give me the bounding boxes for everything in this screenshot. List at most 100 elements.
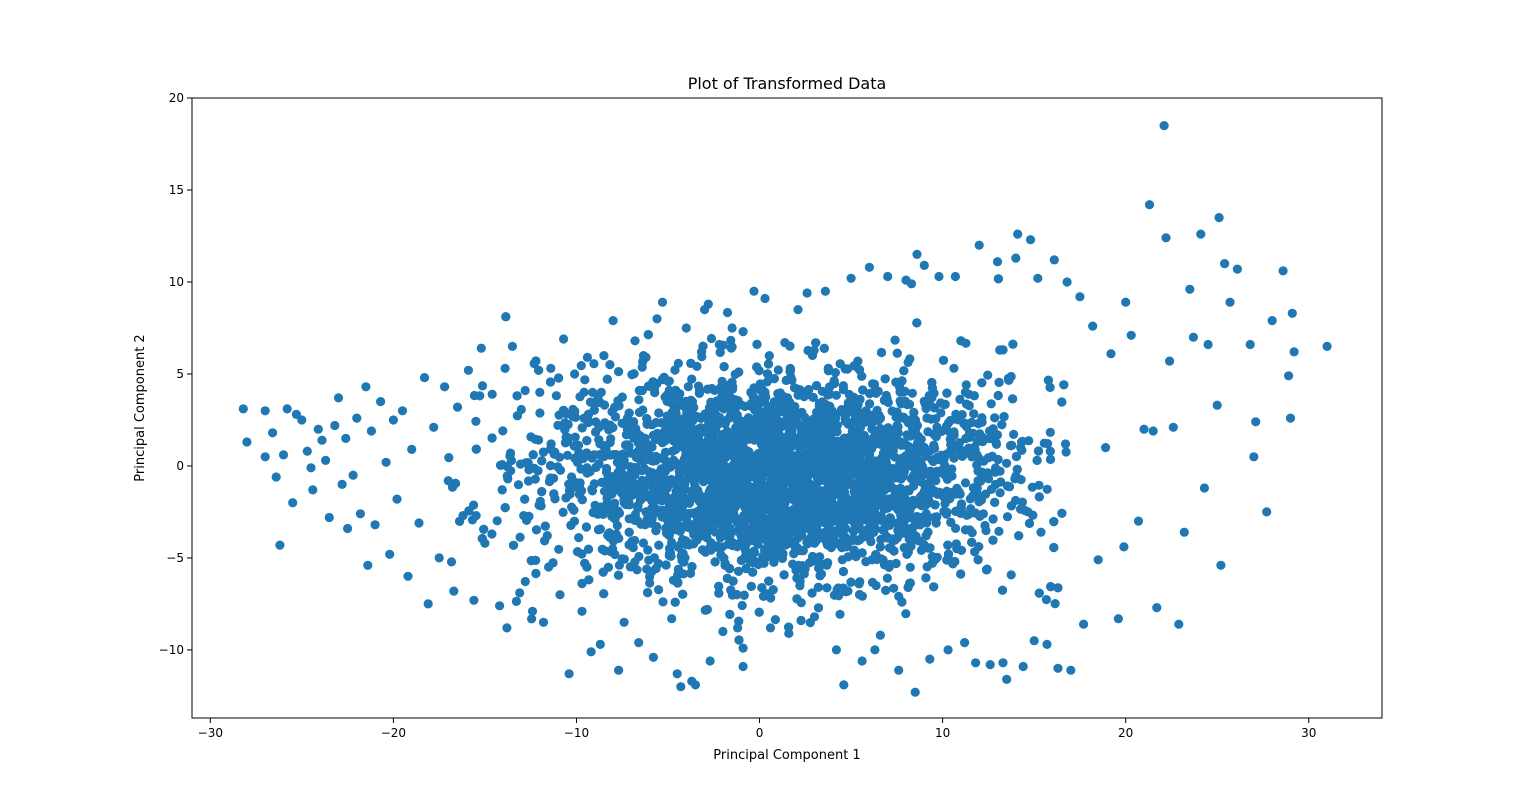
- data-point: [523, 476, 534, 486]
- data-point: [747, 531, 757, 541]
- data-point: [558, 405, 569, 415]
- data-point: [716, 447, 727, 457]
- data-point: [863, 477, 873, 488]
- data-point: [1043, 439, 1053, 449]
- data-point: [849, 545, 859, 555]
- data-point: [909, 499, 919, 509]
- data-point: [811, 338, 821, 348]
- data-point: [902, 549, 912, 559]
- data-point: [811, 381, 822, 391]
- data-point: [683, 522, 693, 532]
- data-point: [907, 388, 918, 398]
- data-point: [714, 384, 725, 394]
- data-point: [753, 500, 763, 510]
- data-point: [981, 565, 992, 575]
- data-point: [670, 597, 680, 607]
- data-point: [582, 436, 592, 446]
- data-point: [803, 345, 813, 356]
- data-point: [617, 392, 627, 402]
- data-point: [760, 528, 770, 538]
- data-point: [658, 597, 668, 607]
- data-point: [574, 533, 584, 543]
- data-point: [936, 468, 946, 478]
- data-point: [1050, 599, 1060, 609]
- data-point: [1061, 447, 1071, 457]
- data-point: [875, 413, 886, 423]
- data-point: [637, 385, 647, 396]
- data-point: [983, 370, 993, 380]
- data-point: [755, 557, 765, 568]
- data-point: [970, 547, 980, 557]
- data-point: [679, 454, 689, 464]
- data-point: [780, 498, 790, 508]
- data-point: [749, 548, 760, 558]
- data-point: [641, 507, 651, 517]
- data-point: [969, 409, 979, 419]
- data-point: [587, 486, 598, 496]
- data-point: [945, 434, 956, 444]
- data-point: [554, 544, 564, 554]
- data-point: [702, 533, 712, 543]
- data-point: [706, 472, 716, 482]
- data-point: [747, 398, 757, 408]
- data-point: [838, 384, 849, 395]
- data-point: [576, 361, 586, 371]
- data-point: [1008, 394, 1018, 404]
- data-point: [952, 484, 962, 495]
- data-point: [573, 440, 584, 450]
- data-point: [796, 496, 806, 506]
- data-point: [766, 593, 776, 603]
- data-point: [673, 484, 683, 495]
- data-point: [722, 307, 733, 318]
- data-point: [558, 507, 568, 517]
- data-point: [915, 492, 925, 502]
- data-point: [580, 558, 590, 568]
- data-point: [561, 493, 571, 503]
- data-point: [1045, 427, 1055, 437]
- data-point: [1014, 531, 1024, 541]
- data-point: [828, 512, 838, 522]
- data-point: [1009, 429, 1019, 439]
- data-point: [993, 274, 1004, 284]
- data-point: [1060, 439, 1071, 449]
- data-point: [633, 429, 643, 439]
- data-point: [706, 333, 717, 344]
- data-point: [535, 408, 545, 418]
- data-point: [871, 550, 881, 560]
- data-point: [679, 557, 689, 567]
- data-point: [868, 379, 878, 389]
- data-point: [703, 425, 713, 435]
- data-point: [960, 387, 971, 397]
- data-point: [772, 416, 782, 426]
- data-point: [885, 436, 896, 446]
- data-point: [617, 554, 627, 564]
- data-point: [994, 377, 1004, 387]
- data-point: [975, 476, 986, 486]
- data-point: [633, 504, 643, 514]
- data-point: [728, 382, 738, 392]
- data-point: [999, 412, 1009, 422]
- data-point: [651, 563, 661, 574]
- data-point: [945, 415, 956, 426]
- data-point: [477, 381, 488, 391]
- data-point: [887, 406, 897, 416]
- data-point: [919, 479, 929, 489]
- data-point: [876, 511, 886, 521]
- data-point: [824, 521, 834, 532]
- data-point: [743, 413, 754, 423]
- data-point: [790, 383, 800, 393]
- data-point: [718, 397, 728, 407]
- data-point: [727, 432, 738, 442]
- data-point: [629, 483, 639, 493]
- data-point: [670, 365, 680, 375]
- data-point: [769, 502, 779, 512]
- data-point: [479, 524, 489, 534]
- data-point: [699, 441, 709, 451]
- data-point: [841, 510, 851, 520]
- data-point: [754, 607, 764, 617]
- data-point: [929, 582, 939, 592]
- data-point: [822, 538, 832, 548]
- data-point: [681, 512, 691, 522]
- data-point: [812, 424, 822, 434]
- data-point: [1034, 492, 1044, 502]
